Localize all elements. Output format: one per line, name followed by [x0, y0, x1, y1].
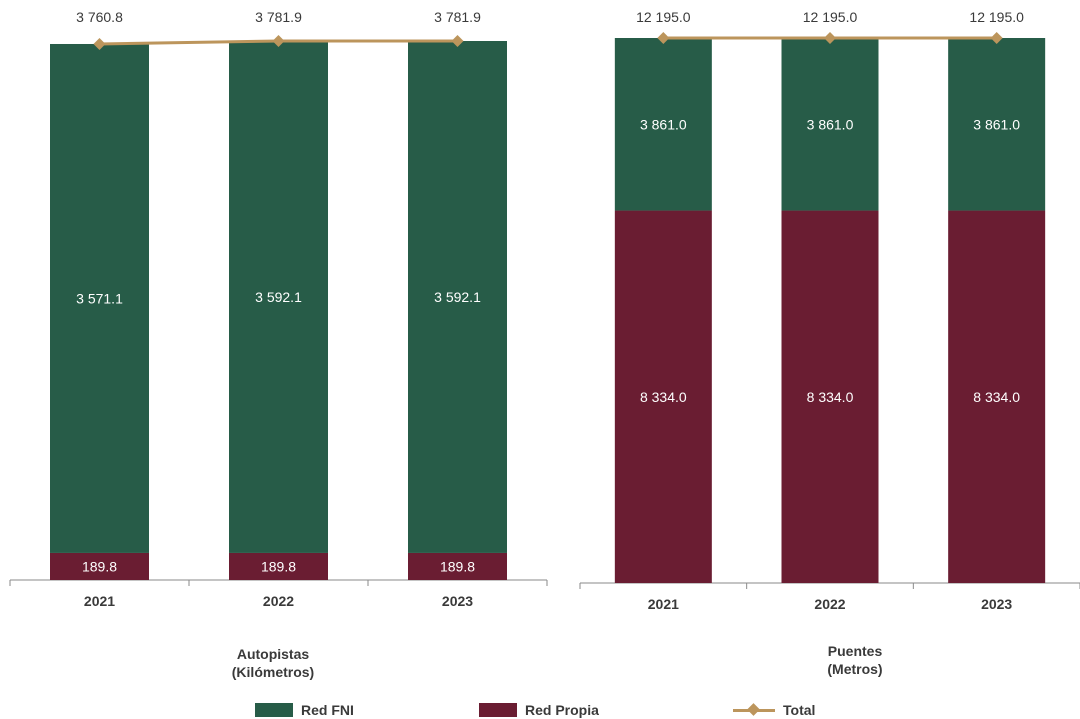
autopistas-bar-red-propia-2023 [408, 552, 507, 580]
puentes-label-red-propia-2023: 8 334.0 [973, 389, 1020, 405]
right-panel-title-line2: (Metros) [827, 661, 883, 677]
legend-line-total-diamond [747, 702, 760, 716]
autopistas-bar-red-fni-2021 [50, 43, 149, 553]
autopistas-x-label-2023: 2023 [442, 593, 473, 609]
puentes-bar-red-fni-2023 [948, 38, 1046, 211]
puentes-total-label-2022: 12 195.0 [803, 9, 858, 25]
legend-swatch-red-propia [479, 702, 517, 717]
left-panel-title-line2: (Kilómetros) [231, 664, 315, 680]
puentes-total-label-2023: 12 195.0 [969, 9, 1024, 25]
puentes-bar-red-propia-2023 [948, 210, 1046, 584]
autopistas-label-red-propia-2023: 189.8 [440, 558, 475, 574]
puentes-bar-red-fni-2022 [781, 38, 879, 211]
autopistas-bar-red-fni-2022 [229, 41, 328, 553]
legend-label-total: Total [783, 701, 816, 718]
puentes-label-red-fni-2022: 3 861.0 [807, 116, 854, 132]
autopistas-bar-red-propia-2021 [50, 552, 149, 580]
puentes-total-marker-2022 [824, 32, 836, 44]
legend: Red FNI Red Propia Total [0, 700, 1080, 719]
puentes-label-red-fni-2021: 3 861.0 [640, 116, 687, 132]
autopistas-x-label-2021: 2021 [84, 593, 115, 609]
autopistas-total-marker-2023 [451, 35, 464, 47]
puentes-total-marker-2023 [990, 32, 1003, 44]
puentes-bar-red-propia-2022 [781, 210, 879, 584]
puentes-total-label-2021: 12 195.0 [636, 9, 691, 25]
autopistas-total-label-2023: 3 781.9 [434, 9, 481, 25]
puentes-bar-red-propia-2021 [614, 210, 712, 584]
legend-item-red-propia: Red Propia [479, 700, 599, 719]
autopistas-total-marker-2022 [272, 35, 285, 47]
autopistas-total-label-2021: 3 760.8 [76, 9, 123, 25]
puentes-label-red-propia-2022: 8 334.0 [807, 389, 854, 405]
autopistas-label-red-fni-2023: 3 592.1 [434, 289, 481, 305]
puentes-x-label-2023: 2023 [981, 596, 1012, 612]
left-panel-title: Autopistas (Kilómetros) [163, 645, 383, 681]
autopistas-label-red-propia-2021: 189.8 [82, 558, 117, 574]
puentes-bar-red-fni-2021 [614, 38, 712, 211]
autopistas-label-red-propia-2022: 189.8 [261, 558, 296, 574]
legend-line-total [733, 702, 775, 717]
autopistas-bar-red-fni-2023 [408, 41, 507, 553]
legend-item-red-fni: Red FNI [255, 700, 354, 719]
autopistas-label-red-fni-2022: 3 592.1 [255, 289, 302, 305]
autopistas-label-red-fni-2021: 3 571.1 [76, 290, 123, 306]
puentes-label-red-propia-2021: 8 334.0 [640, 389, 687, 405]
autopistas-x-label-2022: 2022 [263, 593, 294, 609]
puentes-x-label-2021: 2021 [648, 596, 679, 612]
legend-label-red-propia: Red Propia [525, 701, 599, 718]
legend-swatch-red-fni [255, 702, 293, 717]
legend-label-red-fni: Red FNI [301, 701, 354, 718]
chart-canvas: 189.8 3 571.1 2021 189.8 3 592.1 2022 189.8 3 5… [9, 9, 1080, 612]
right-panel-title-line1: Puentes [827, 643, 883, 659]
legend-item-total: Total [733, 700, 815, 719]
right-panel-title: Puentes (Metros) [745, 642, 965, 678]
autopistas-bar-red-propia-2022 [229, 552, 328, 580]
left-panel-title-line1: Autopistas [236, 646, 310, 662]
autopistas-total-label-2022: 3 781.9 [255, 9, 302, 25]
puentes-x-label-2022: 2022 [814, 596, 845, 612]
puentes-total-marker-2021 [657, 32, 670, 44]
puentes-label-red-fni-2023: 3 861.0 [973, 116, 1020, 132]
autopistas-total-marker-2021 [93, 38, 106, 51]
